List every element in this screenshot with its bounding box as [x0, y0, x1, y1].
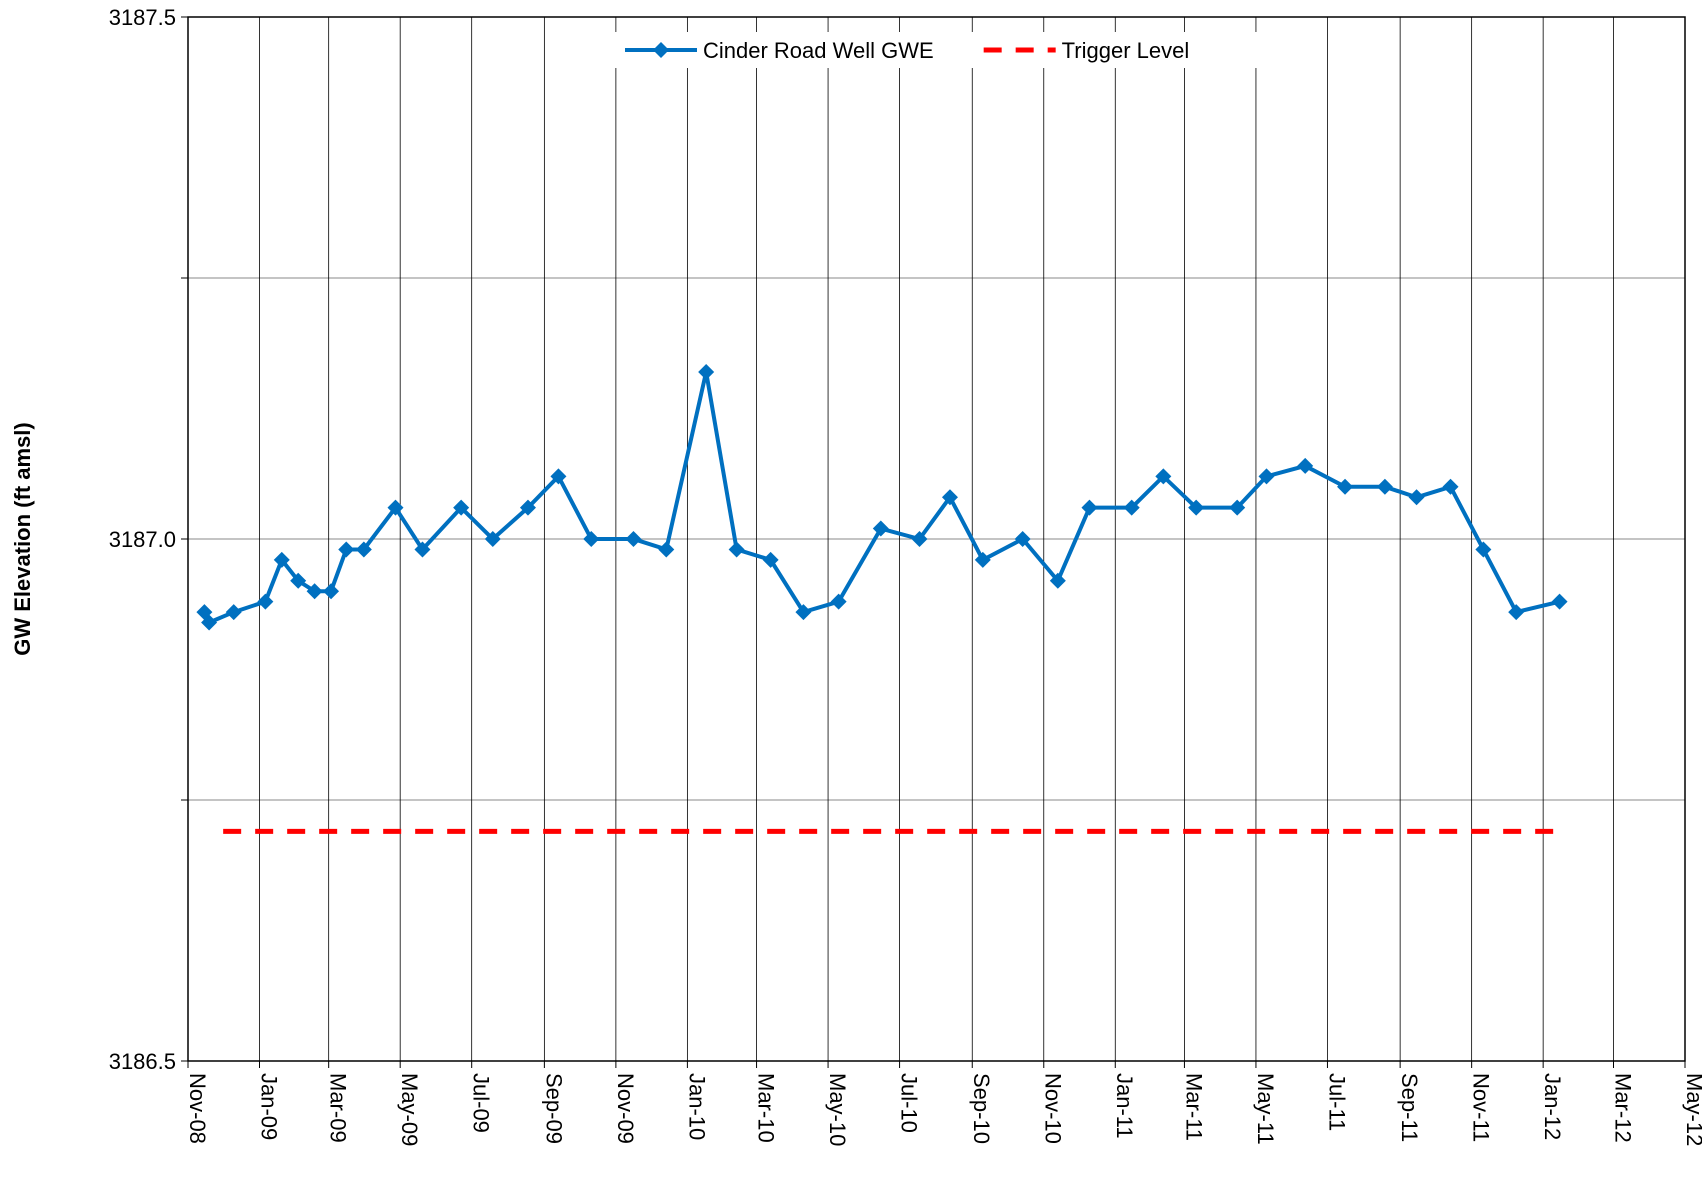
- x-tick-label: Jan-11: [1112, 1073, 1137, 1139]
- data-point: [414, 541, 431, 558]
- data-point: [830, 593, 847, 610]
- data-point: [974, 551, 991, 568]
- x-tick-label: Jan-10: [684, 1073, 709, 1140]
- series-line: [202, 371, 1561, 626]
- data-point: [323, 583, 340, 600]
- data-point: [941, 489, 958, 506]
- data-point: [1188, 499, 1205, 516]
- x-tick-label: Jul-11: [1324, 1073, 1349, 1131]
- data-point: [1229, 499, 1246, 516]
- data-point: [795, 604, 812, 621]
- x-tick-label: Jul-09: [469, 1073, 494, 1133]
- data-point: [1258, 468, 1275, 485]
- data-point: [355, 541, 372, 558]
- y-tick-label: 3187.0: [109, 527, 176, 552]
- legend-label: Cinder Road Well GWE: [703, 38, 934, 63]
- data-point: [698, 363, 715, 380]
- data-point: [1337, 478, 1354, 495]
- data-point: [225, 604, 242, 621]
- x-tick-label: Sep-11: [1397, 1073, 1422, 1142]
- y-tick-label: 3186.5: [109, 1049, 176, 1074]
- data-point: [658, 541, 675, 558]
- x-tick-label: Mar-11: [1181, 1073, 1206, 1141]
- x-tick-label: Nov-10: [1041, 1073, 1066, 1144]
- x-tick-label: May-10: [825, 1073, 850, 1146]
- data-point: [1081, 499, 1098, 516]
- data-point: [1376, 478, 1393, 495]
- x-tick-label: Sep-09: [541, 1073, 566, 1144]
- data-point: [1049, 572, 1066, 589]
- x-tick-label: May-11: [1253, 1073, 1278, 1145]
- data-point: [290, 572, 307, 589]
- data-point: [872, 520, 889, 537]
- data-point: [1297, 457, 1314, 474]
- data-point: [583, 531, 600, 547]
- data-point: [1475, 541, 1492, 558]
- data-point: [338, 541, 355, 558]
- data-point: [453, 499, 470, 516]
- data-point: [519, 499, 536, 516]
- data-point: [1442, 478, 1459, 495]
- data-point: [484, 531, 501, 547]
- y-axis-label: GW Elevation (ft amsl): [10, 422, 35, 655]
- data-point: [387, 499, 404, 516]
- data-point: [201, 614, 218, 631]
- data-point: [257, 593, 274, 610]
- data-point: [273, 551, 290, 568]
- x-tick-label: May-09: [397, 1073, 422, 1146]
- x-tick-label: Nov-08: [185, 1073, 210, 1144]
- x-tick-label: Jul-10: [896, 1073, 921, 1133]
- data-point: [306, 583, 323, 600]
- x-tick-label: Mar-10: [753, 1073, 778, 1143]
- legend-box: [615, 32, 1275, 68]
- data-point: [762, 551, 779, 568]
- legend-marker: [653, 42, 669, 58]
- data-point: [1408, 489, 1425, 506]
- x-tick-label: Nov-11: [1469, 1073, 1494, 1142]
- data-point: [1508, 604, 1525, 621]
- x-tick-label: Nov-09: [613, 1073, 638, 1144]
- data-point: [728, 541, 745, 558]
- y-tick-label: 3187.5: [109, 5, 176, 30]
- legend: Cinder Road Well GWE Trigger Level: [615, 32, 1275, 68]
- data-point: [550, 468, 567, 485]
- data-point: [1551, 593, 1568, 610]
- x-tick-label: Mar-09: [326, 1073, 351, 1143]
- x-tick-label: Sep-10: [969, 1073, 994, 1144]
- x-tick-label: Jan-12: [1540, 1073, 1565, 1140]
- x-tick-label: Mar-12: [1610, 1073, 1635, 1143]
- data-point: [1014, 531, 1031, 547]
- data-point: [625, 531, 642, 547]
- data-point: [1155, 468, 1172, 485]
- plot-border: [187, 16, 1686, 1062]
- data-point: [1123, 499, 1140, 516]
- x-tick-label: Jan-09: [256, 1073, 281, 1140]
- legend-label: Trigger Level: [1062, 38, 1190, 63]
- data-point: [911, 531, 928, 547]
- x-tick-label: May-12: [1682, 1073, 1702, 1146]
